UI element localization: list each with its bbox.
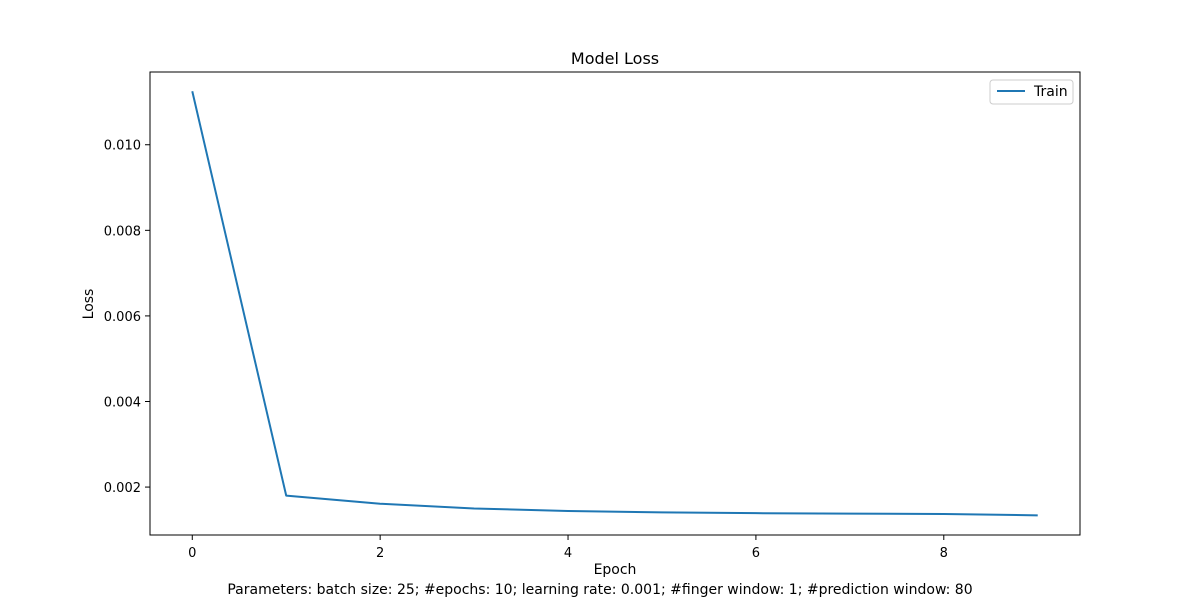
parameters-caption: Parameters: batch size: 25; #epochs: 10;… xyxy=(227,582,972,598)
y-axis-label: Loss xyxy=(81,289,97,320)
y-tick-label: 0.008 xyxy=(104,224,141,239)
x-tick-label: 0 xyxy=(188,546,196,561)
chart-title: Model Loss xyxy=(571,49,659,68)
x-tick-label: 4 xyxy=(564,546,572,561)
y-tick-label: 0.002 xyxy=(104,481,141,496)
x-tick-label: 6 xyxy=(752,546,760,561)
y-tick-label: 0.006 xyxy=(104,310,141,325)
y-tick-label: 0.010 xyxy=(104,139,141,154)
legend-box xyxy=(989,79,1074,105)
legend: Train xyxy=(989,79,1074,105)
y-tick-label: 0.004 xyxy=(104,395,141,410)
x-axis-ticks: 0 2 4 6 8 xyxy=(188,535,948,561)
legend-label-train: Train xyxy=(1033,84,1068,100)
train-loss-points xyxy=(192,91,1038,516)
plot-frame xyxy=(149,71,1081,536)
y-axis-ticks: 0.002 0.004 0.006 0.008 0.010 xyxy=(104,139,150,496)
train-loss-line xyxy=(191,91,1038,517)
x-tick-label: 2 xyxy=(376,546,384,561)
x-axis-label: Epoch xyxy=(594,562,637,578)
x-tick-label: 8 xyxy=(940,546,948,561)
